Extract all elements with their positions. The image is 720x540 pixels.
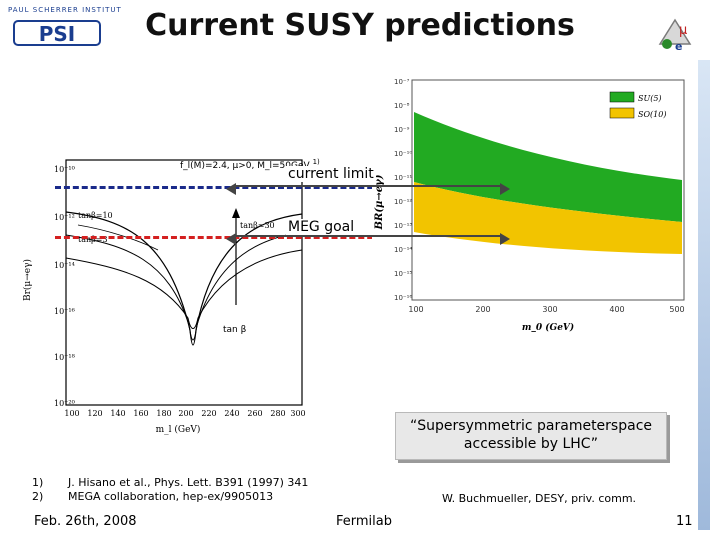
- left-xtick: 240: [224, 409, 239, 418]
- left-xtick: 180: [156, 409, 171, 418]
- left-ytick: 10⁻¹⁴: [54, 261, 75, 270]
- current-limit-line: [55, 186, 507, 189]
- left-xlabel: m_l (GeV): [156, 424, 201, 435]
- meg-goal-line: [55, 236, 507, 239]
- left-xtick: 280: [270, 409, 285, 418]
- right-xlabel: m_0 (GeV): [522, 322, 574, 333]
- right-ytick: 10⁻¹⁶: [394, 294, 412, 302]
- reference-text: MEGA collaboration, hep-ex/9905013: [68, 490, 274, 503]
- page-number: 11: [676, 514, 693, 529]
- tanbeta-arrow-label: tan β: [223, 325, 247, 335]
- right-ytick: 10⁻⁹: [394, 126, 410, 134]
- right-ytick: 10⁻¹²: [394, 198, 412, 206]
- decorative-strip: [698, 60, 710, 530]
- right-ytick: 10⁻¹¹: [394, 174, 412, 182]
- right-xtick: 300: [542, 305, 557, 314]
- right-xtick: 400: [609, 305, 624, 314]
- left-xtick: 260: [247, 409, 262, 418]
- left-ytick: 10⁻¹²: [54, 213, 75, 222]
- reference-number: 1): [32, 476, 44, 489]
- left-xtick: 100: [64, 409, 79, 418]
- left-xtick: 200: [178, 409, 193, 418]
- right-xtick: 500: [669, 305, 684, 314]
- params-footnote: 1): [312, 158, 320, 166]
- logo-mark-text: PSI: [39, 22, 76, 46]
- reference-text: J. Hisano et al., Phys. Lett. B391 (1997…: [68, 476, 309, 489]
- footer-place: Fermilab: [336, 514, 392, 529]
- right-ytick: 10⁻¹³: [394, 222, 412, 230]
- left-ytick: 10⁻¹⁶: [54, 307, 75, 316]
- meg-logo-icon: μ e: [652, 14, 698, 54]
- right-plot: SU(5) SO(10) 10⁻⁷ 10⁻⁸ 10⁻⁹ 10⁻¹⁰ 10⁻¹¹ …: [372, 72, 694, 344]
- current-limit-label: current limit: [286, 166, 376, 182]
- right-ylabel: BR(μ→eγ): [374, 174, 385, 230]
- logo-caption: PAUL SCHERRER INSTITUT: [8, 6, 122, 14]
- legend-label: SU(5): [638, 94, 662, 103]
- legend-swatch-su5: [609, 91, 635, 103]
- params-text: f_l(M)=2.4, μ>0, M_l=50GeV: [180, 161, 310, 171]
- left-ytick: 10⁻¹⁰: [54, 165, 75, 174]
- left-xtick: 300: [290, 409, 305, 418]
- left-plot: 10⁻¹⁰ 10⁻¹² 10⁻¹⁴ 10⁻¹⁶ 10⁻¹⁸ 10⁻²⁰ 100 …: [18, 150, 308, 440]
- left-xtick: 220: [201, 409, 216, 418]
- right-ytick: 10⁻⁷: [394, 78, 410, 86]
- lhc-callout: “Supersymmetric parameterspace accessibl…: [395, 412, 667, 460]
- svg-text:e: e: [675, 40, 682, 53]
- svg-text:μ: μ: [679, 23, 687, 38]
- right-ytick: 10⁻¹⁰: [394, 150, 412, 158]
- reference-number: 2): [32, 490, 44, 503]
- meg-goal-label: MEG goal: [286, 219, 357, 235]
- arrow-left-head-icon: [226, 230, 236, 245]
- left-xtick: 160: [133, 409, 148, 418]
- image-credit: W. Buchmueller, DESY, priv. comm.: [442, 492, 637, 505]
- psi-logo: PSI: [10, 18, 104, 48]
- legend-swatch-so10: [609, 107, 635, 119]
- page-title: Current SUSY predictions: [145, 8, 575, 43]
- right-xtick: 200: [475, 305, 490, 314]
- meg-goal-double-arrow: [234, 235, 502, 237]
- curve-label: tanβ=30: [240, 221, 275, 230]
- left-xtick: 120: [87, 409, 102, 418]
- right-ytick: 10⁻¹⁴: [394, 246, 412, 254]
- current-limit-double-arrow: [234, 185, 502, 187]
- arrow-right-head-icon: [500, 180, 510, 195]
- legend-label: SO(10): [638, 110, 666, 119]
- arrow-left-head-icon: [226, 180, 236, 195]
- curve-label: tanβ=10: [78, 211, 113, 220]
- left-ytick: 10⁻¹⁸: [54, 353, 75, 362]
- right-ytick: 10⁻¹⁵: [394, 270, 412, 278]
- right-xtick: 100: [408, 305, 423, 314]
- arrow-right-head-icon: [500, 230, 510, 245]
- left-ylabel: Br(μ→eγ): [22, 259, 33, 301]
- curve-label: tanβ=3: [78, 235, 108, 244]
- right-ytick: 10⁻⁸: [394, 102, 410, 110]
- left-xtick: 140: [110, 409, 125, 418]
- left-ytick: 10⁻²⁰: [54, 399, 75, 408]
- left-plot-params: f_l(M)=2.4, μ>0, M_l=50GeV 1): [180, 158, 320, 171]
- footer-date: Feb. 26th, 2008: [34, 514, 137, 529]
